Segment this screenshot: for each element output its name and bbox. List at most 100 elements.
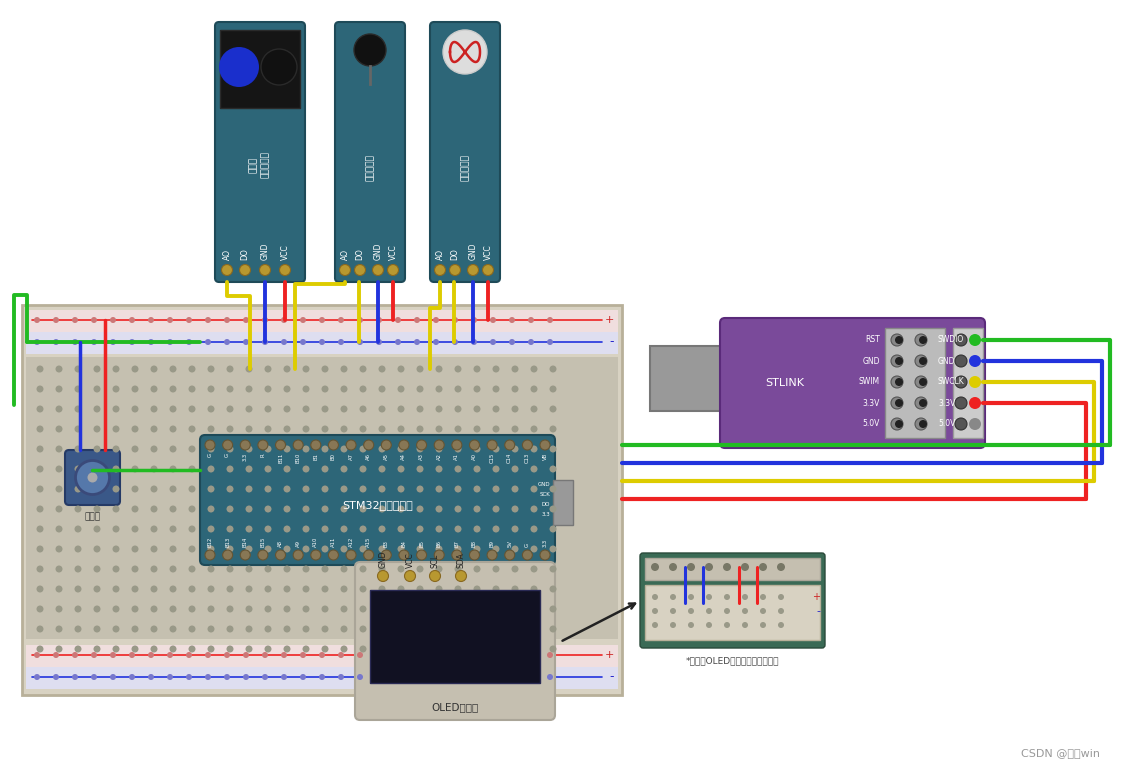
Circle shape <box>724 608 730 614</box>
Circle shape <box>436 625 443 632</box>
Circle shape <box>227 466 234 473</box>
Circle shape <box>914 376 927 388</box>
Circle shape <box>341 505 348 512</box>
Text: B5: B5 <box>419 540 425 547</box>
Text: 3.3: 3.3 <box>543 539 548 547</box>
Circle shape <box>131 646 139 653</box>
Circle shape <box>264 466 271 473</box>
Circle shape <box>378 446 385 453</box>
Circle shape <box>150 446 158 453</box>
Circle shape <box>113 505 120 512</box>
Circle shape <box>36 485 44 492</box>
Text: -: - <box>610 670 614 684</box>
Circle shape <box>283 466 290 473</box>
Circle shape <box>399 440 409 450</box>
Circle shape <box>281 652 287 658</box>
Circle shape <box>131 405 139 412</box>
Circle shape <box>969 334 981 346</box>
Circle shape <box>113 485 120 492</box>
Circle shape <box>129 339 135 345</box>
Circle shape <box>36 646 44 653</box>
Circle shape <box>329 440 339 450</box>
Circle shape <box>264 405 271 412</box>
Circle shape <box>669 594 676 600</box>
Circle shape <box>110 652 116 658</box>
Text: A7: A7 <box>349 453 353 460</box>
FancyBboxPatch shape <box>640 553 825 648</box>
Circle shape <box>245 485 253 492</box>
Circle shape <box>492 405 499 412</box>
Circle shape <box>653 594 658 600</box>
Circle shape <box>169 466 176 473</box>
Circle shape <box>113 385 120 392</box>
Circle shape <box>741 563 749 571</box>
Circle shape <box>919 336 927 344</box>
Circle shape <box>338 674 344 680</box>
Circle shape <box>357 339 364 345</box>
Circle shape <box>260 264 271 275</box>
Circle shape <box>429 570 440 581</box>
Circle shape <box>470 550 480 560</box>
Circle shape <box>455 646 462 653</box>
Circle shape <box>414 339 420 345</box>
Circle shape <box>189 625 195 632</box>
Circle shape <box>359 385 367 392</box>
Circle shape <box>373 264 384 275</box>
Circle shape <box>471 652 476 658</box>
Circle shape <box>341 546 348 553</box>
Text: *此图为OLED下方被遮住的接线图: *此图为OLED下方被遮住的接线图 <box>685 656 779 665</box>
Circle shape <box>669 563 677 571</box>
Circle shape <box>436 366 443 373</box>
Circle shape <box>395 652 401 658</box>
Circle shape <box>131 525 139 532</box>
Circle shape <box>36 525 44 532</box>
Circle shape <box>224 339 230 345</box>
Circle shape <box>189 505 195 512</box>
Circle shape <box>505 550 515 560</box>
Circle shape <box>94 446 100 453</box>
Circle shape <box>359 546 367 553</box>
Circle shape <box>969 355 981 367</box>
Circle shape <box>91 317 97 323</box>
Circle shape <box>303 466 309 473</box>
Circle shape <box>528 339 534 345</box>
Text: CSDN @松松win: CSDN @松松win <box>1021 748 1100 758</box>
Circle shape <box>227 605 234 612</box>
Circle shape <box>338 652 344 658</box>
Circle shape <box>113 366 120 373</box>
Circle shape <box>531 466 537 473</box>
Circle shape <box>341 366 348 373</box>
Circle shape <box>395 674 401 680</box>
Circle shape <box>531 646 537 653</box>
Circle shape <box>341 625 348 632</box>
Circle shape <box>955 397 968 409</box>
Circle shape <box>53 652 59 658</box>
Circle shape <box>167 652 173 658</box>
Circle shape <box>227 646 234 653</box>
Circle shape <box>113 605 120 612</box>
Text: A3: A3 <box>419 453 425 460</box>
Circle shape <box>150 646 158 653</box>
Text: 3.3: 3.3 <box>541 512 550 518</box>
Circle shape <box>397 385 404 392</box>
Circle shape <box>75 366 81 373</box>
Circle shape <box>378 405 385 412</box>
Circle shape <box>224 674 230 680</box>
Circle shape <box>239 264 251 275</box>
Circle shape <box>417 385 423 392</box>
Circle shape <box>245 405 253 412</box>
Circle shape <box>283 425 290 432</box>
Circle shape <box>257 440 268 450</box>
Circle shape <box>473 646 481 653</box>
Circle shape <box>378 485 385 492</box>
Circle shape <box>245 546 253 553</box>
Circle shape <box>359 405 367 412</box>
Text: AO: AO <box>436 249 445 260</box>
Circle shape <box>777 563 785 571</box>
Circle shape <box>919 399 927 407</box>
Circle shape <box>492 525 499 532</box>
Circle shape <box>546 339 553 345</box>
Circle shape <box>281 317 287 323</box>
Circle shape <box>227 566 234 573</box>
Circle shape <box>208 405 215 412</box>
